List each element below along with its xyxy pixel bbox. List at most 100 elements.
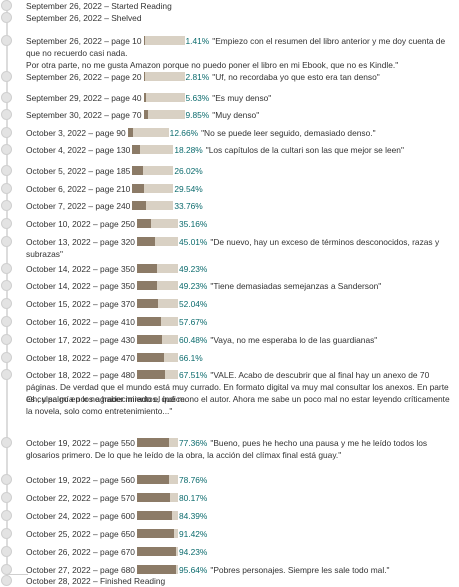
progress-percent: 12.66% bbox=[169, 128, 199, 138]
entry-header: October 4, 2022 – page 130 18.28% "Los cap… bbox=[26, 144, 453, 156]
entry-page: page 350 bbox=[100, 264, 135, 274]
entry-date: October 4, 2022 bbox=[26, 145, 87, 155]
progress-bar bbox=[136, 335, 178, 344]
entry-date: October 25, 2022 bbox=[26, 529, 91, 539]
entry-date: October 22, 2022 bbox=[26, 493, 91, 503]
timeline-node-icon bbox=[1, 369, 12, 380]
timeline-entry: October 6, 2022 – page 210 29.54% bbox=[0, 183, 459, 195]
timeline-node-icon bbox=[1, 92, 12, 103]
entry-header: October 6, 2022 – page 210 29.54% bbox=[26, 183, 453, 195]
entry-date: October 3, 2022 bbox=[26, 128, 87, 138]
progress-percent: 49.23% bbox=[178, 281, 208, 291]
timeline-node-icon bbox=[1, 437, 12, 448]
progress-percent: 33.76% bbox=[174, 201, 203, 211]
progress-percent: 60.48% bbox=[178, 335, 208, 345]
timeline-node-icon bbox=[1, 183, 12, 194]
progress-bar bbox=[143, 93, 185, 102]
timeline-entry: October 14, 2022 – page 350 49.23% bbox=[0, 263, 459, 275]
timeline-node-icon bbox=[1, 298, 12, 309]
progress-bar-fill bbox=[143, 72, 145, 81]
progress-bar-fill bbox=[136, 565, 177, 574]
progress-note-continuation: que no recuerdo casi nada. bbox=[26, 48, 128, 58]
entry-header: October 19, 2022 – page 550 77.36% "Bueno,… bbox=[26, 437, 453, 449]
progress-note-continuation: subrazas" bbox=[26, 249, 63, 259]
timeline-entry: October 27, 2022 – page 680 95.64% "Pobres… bbox=[0, 564, 459, 576]
date-separator: – bbox=[86, 128, 96, 138]
entry-date: October 13, 2022 bbox=[26, 237, 91, 247]
entry-header: October 26, 2022 – page 670 94.23% bbox=[26, 546, 453, 558]
date-separator: – bbox=[90, 529, 101, 539]
timeline-entry: October 18, 2022 – page 480 67.51% "VALE. … bbox=[0, 369, 459, 381]
progress-bar-fill bbox=[132, 201, 147, 210]
progress-bar-fill bbox=[132, 184, 145, 193]
progress-bar bbox=[136, 299, 178, 308]
progress-percent: 2.81% bbox=[185, 72, 210, 82]
progress-bar-fill bbox=[136, 438, 169, 447]
date-separator: – bbox=[86, 166, 96, 176]
progress-percent: 66.1% bbox=[178, 353, 203, 363]
progress-bar bbox=[136, 317, 178, 326]
timeline-node-icon bbox=[1, 280, 12, 291]
progress-note: "Bueno, pues he hecho una pausa y me he … bbox=[210, 438, 428, 448]
entry-date: September 26, 2022 bbox=[26, 72, 102, 82]
timeline-node-icon bbox=[1, 12, 12, 23]
progress-note: "Pobres personajes. Siempre les sale tod… bbox=[210, 565, 390, 575]
progress-bar-fill bbox=[136, 475, 170, 484]
progress-percent: 45.01% bbox=[178, 237, 208, 247]
date-separator: – bbox=[90, 438, 101, 448]
entry-status: Shelved bbox=[111, 13, 142, 23]
progress-percent: 95.64% bbox=[178, 565, 208, 575]
date-separator: – bbox=[101, 110, 112, 120]
entry-header: October 16, 2022 – page 410 57.67% bbox=[26, 316, 453, 328]
progress-bar-fill bbox=[136, 493, 170, 502]
date-separator: – bbox=[90, 219, 101, 229]
progress-percent: 26.02% bbox=[174, 166, 203, 176]
entry-page: page 430 bbox=[100, 335, 135, 345]
timeline-node-icon bbox=[1, 71, 12, 82]
entry-header: October 5, 2022 – page 185 26.02% bbox=[26, 165, 453, 177]
entry-header: September 26, 2022 – page 10 1.41% "Empiez… bbox=[26, 35, 453, 47]
entry-header: October 27, 2022 – page 680 95.64% "Pobres… bbox=[26, 564, 453, 576]
entry-date: September 26, 2022 bbox=[26, 1, 102, 11]
timeline-node-icon bbox=[1, 165, 12, 176]
progress-note: "No se puede leer seguido, demasiado den… bbox=[201, 128, 376, 138]
entry-header: October 18, 2022 – page 470 66.1% bbox=[26, 352, 453, 364]
progress-note: "Empiezo con el resumen del libro anteri… bbox=[212, 36, 446, 46]
entry-header: September 26, 2022 – page 20 2.81% "Uf, no… bbox=[26, 71, 453, 83]
date-separator: – bbox=[101, 93, 112, 103]
timeline-entry: October 7, 2022 – page 240 33.76% bbox=[0, 200, 459, 212]
date-separator: – bbox=[86, 145, 96, 155]
timeline-node-icon bbox=[1, 352, 12, 363]
entry-header: September 26, 2022 – Shelved bbox=[26, 12, 453, 24]
entry-header: October 14, 2022 – page 350 49.23% "Tiene … bbox=[26, 280, 453, 292]
progress-bar bbox=[136, 565, 178, 574]
timeline-node-icon bbox=[1, 492, 12, 503]
progress-note-continuation: glosarios primero. De lo que he leído de… bbox=[26, 450, 342, 460]
entry-date: October 5, 2022 bbox=[26, 166, 87, 176]
progress-bar bbox=[136, 511, 178, 520]
timeline-entry: October 22, 2022 – page 570 80.17% bbox=[0, 492, 459, 504]
timeline-end-line bbox=[6, 574, 28, 575]
progress-bar-fill bbox=[143, 110, 148, 119]
progress-percent: 84.39% bbox=[178, 511, 208, 521]
entry-date: September 29, 2022 bbox=[26, 93, 102, 103]
progress-note-continuation: páginas. De verdad que el mundo está muy… bbox=[26, 382, 449, 404]
progress-bar bbox=[136, 370, 178, 379]
progress-note: "Es muy denso" bbox=[212, 93, 272, 103]
progress-percent: 57.67% bbox=[178, 317, 208, 327]
date-separator: – bbox=[90, 576, 101, 586]
progress-percent: 35.16% bbox=[178, 219, 208, 229]
entry-page: page 40 bbox=[111, 93, 142, 103]
progress-bar bbox=[136, 475, 178, 484]
entry-date: September 26, 2022 bbox=[26, 36, 102, 46]
entry-page: page 370 bbox=[100, 299, 135, 309]
progress-percent: 91.42% bbox=[178, 529, 208, 539]
progress-bar bbox=[136, 493, 178, 502]
date-separator: – bbox=[90, 299, 101, 309]
progress-bar-fill bbox=[136, 237, 156, 246]
entry-header: October 18, 2022 – page 480 67.51% "VALE. … bbox=[26, 369, 453, 381]
entry-header: October 28, 2022 – Finished Reading bbox=[26, 575, 453, 587]
entry-page: page 10 bbox=[111, 36, 142, 46]
entry-page: page 480 bbox=[100, 370, 135, 380]
